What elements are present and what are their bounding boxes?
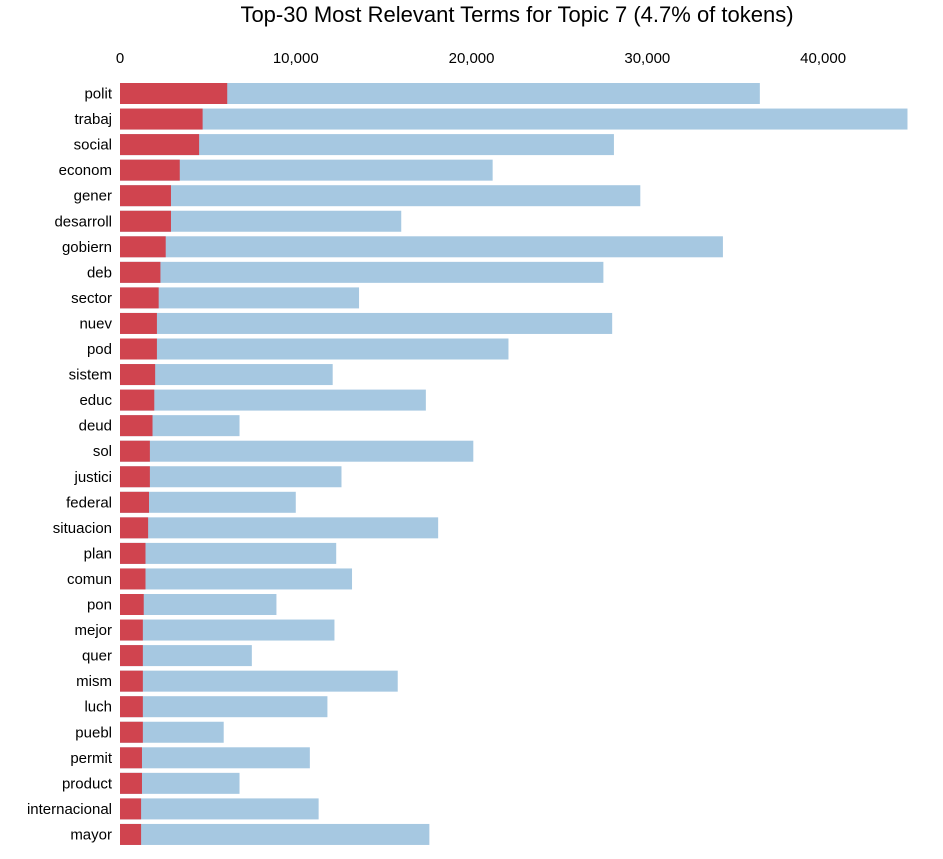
bar-overall-situacion (120, 517, 438, 538)
term-label: deb (87, 264, 112, 281)
bar-overall-permit (120, 747, 310, 768)
bar-topic-gobiern (120, 236, 166, 257)
bar-topic-econom (120, 160, 180, 181)
bar-topic-educ (120, 390, 154, 411)
bar-overall-gener (120, 185, 640, 206)
bar-topic-sector (120, 287, 159, 308)
term-label: internacional (27, 801, 112, 818)
term-label: desarroll (54, 213, 112, 230)
x-tick-label: 10,000 (273, 50, 319, 67)
bar-topic-gener (120, 185, 171, 206)
bar-topic-product (120, 773, 142, 794)
bar-overall-comun (120, 568, 352, 589)
bar-overall-luch (120, 696, 327, 717)
bar-overall-sol (120, 441, 473, 462)
term-label: trabaj (74, 111, 112, 128)
bar-overall-mayor (120, 824, 429, 845)
bar-overall-justici (120, 466, 341, 487)
term-label: pon (87, 597, 112, 614)
term-label: plan (84, 545, 112, 562)
bar-topic-internacional (120, 798, 141, 819)
x-axis-ticks: 0 10,000 20,000 30,000 40,000 (116, 50, 846, 67)
term-label: product (62, 775, 113, 792)
bar-topic-mejor (120, 620, 143, 641)
term-label: puebl (75, 724, 112, 741)
term-label: gener (74, 188, 112, 205)
term-label: educ (79, 392, 112, 409)
bar-topic-polit (120, 83, 227, 104)
bar-overall-trabaj (120, 109, 907, 130)
term-label: mism (76, 673, 112, 690)
x-tick-label: 40,000 (800, 50, 846, 67)
bar-overall-gobiern (120, 236, 723, 257)
bar-topic-plan (120, 543, 145, 564)
bar-topic-situacion (120, 517, 148, 538)
term-label: mejor (74, 622, 112, 639)
bar-topic-sistem (120, 364, 155, 385)
bar-topic-nuev (120, 313, 157, 334)
term-label: pod (87, 341, 112, 358)
bar-topic-federal (120, 492, 149, 513)
bar-overall-internacional (120, 798, 319, 819)
term-label: quer (82, 648, 112, 665)
bar-topic-pod (120, 339, 157, 360)
term-label: mayor (70, 826, 112, 843)
term-label: sector (71, 290, 112, 307)
term-label: polit (84, 86, 112, 103)
bar-topic-mayor (120, 824, 141, 845)
term-label: gobiern (62, 239, 112, 256)
term-label: justici (73, 469, 112, 486)
x-tick-label: 0 (116, 50, 124, 67)
bar-topic-mism (120, 671, 143, 692)
bar-overall-plan (120, 543, 336, 564)
bar-topic-pon (120, 594, 144, 615)
term-label: permit (70, 750, 113, 767)
bar-series (120, 83, 907, 845)
bar-overall-deb (120, 262, 603, 283)
bar-overall-mejor (120, 620, 334, 641)
bar-overall-educ (120, 390, 426, 411)
x-tick-label: 30,000 (624, 50, 670, 67)
bar-topic-justici (120, 466, 150, 487)
term-label: federal (66, 494, 112, 511)
term-label: sol (93, 443, 112, 460)
bar-overall-pod (120, 339, 508, 360)
y-axis-labels: polit trabaj social econom gener desarroll gob… (27, 86, 113, 844)
bar-topic-comun (120, 568, 145, 589)
bar-topic-deb (120, 262, 160, 283)
term-label: social (74, 137, 112, 154)
bar-overall-mism (120, 671, 398, 692)
term-label: deud (79, 418, 112, 435)
bar-overall-nuev (120, 313, 612, 334)
bar-topic-trabaj (120, 109, 203, 130)
term-label: luch (84, 699, 112, 716)
term-label: sistem (69, 367, 112, 384)
bar-topic-social (120, 134, 199, 155)
term-label: nuev (79, 315, 112, 332)
bar-topic-desarroll (120, 211, 171, 232)
bar-topic-luch (120, 696, 143, 717)
chart-title: Top-30 Most Relevant Terms for Topic 7 (… (240, 2, 793, 27)
bar-topic-deud (120, 415, 153, 436)
bar-topic-quer (120, 645, 143, 666)
x-tick-label: 20,000 (449, 50, 495, 67)
term-label: econom (59, 162, 112, 179)
term-label: situacion (53, 520, 112, 537)
bar-topic-permit (120, 747, 142, 768)
term-label: comun (67, 571, 112, 588)
bar-topic-puebl (120, 722, 143, 743)
bar-topic-sol (120, 441, 150, 462)
